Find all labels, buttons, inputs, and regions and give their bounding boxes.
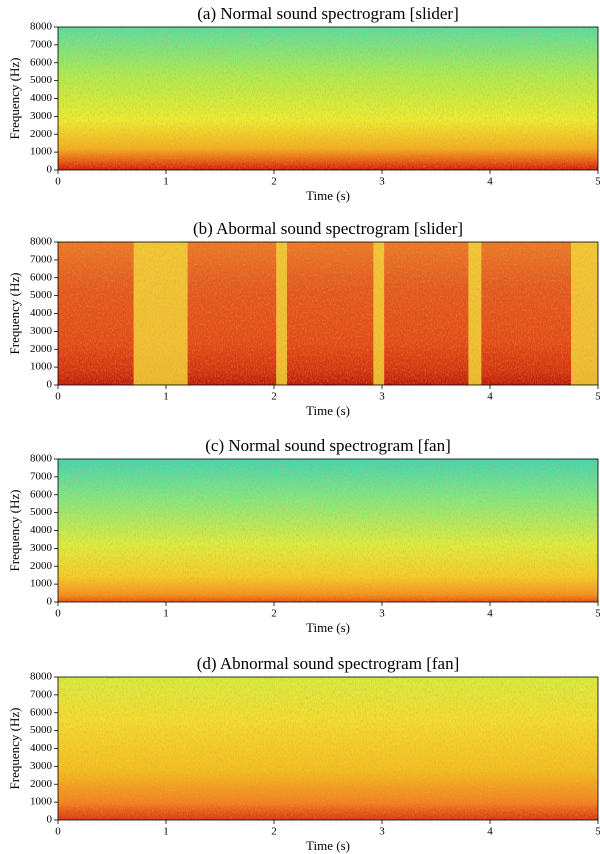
y-tick-label: 1000 bbox=[30, 146, 53, 158]
x-tick-label: 0 bbox=[55, 391, 61, 403]
y-tick-label: 2000 bbox=[30, 560, 53, 572]
x-axis-label: Time (s) bbox=[306, 188, 350, 203]
y-tick-label: 3000 bbox=[30, 760, 53, 772]
chart-title: (a) Normal sound spectrogram [slider] bbox=[197, 4, 459, 23]
x-tick-label: 5 bbox=[595, 391, 600, 403]
y-tick-label: 8000 bbox=[30, 453, 53, 465]
y-tick-label: 2000 bbox=[30, 778, 53, 790]
chart-title: (c) Normal sound spectrogram [fan] bbox=[205, 436, 450, 455]
x-axis-label: Time (s) bbox=[306, 403, 350, 418]
x-tick-label: 4 bbox=[487, 826, 493, 838]
y-tick-label: 1000 bbox=[30, 796, 53, 808]
y-tick-label: 4000 bbox=[30, 92, 53, 104]
y-tick-label: 0 bbox=[47, 379, 53, 391]
x-tick-label: 4 bbox=[487, 608, 493, 620]
spectrogram-noise bbox=[58, 459, 598, 602]
x-tick-label: 2 bbox=[271, 176, 277, 188]
x-tick-label: 0 bbox=[55, 608, 61, 620]
y-tick-label: 5000 bbox=[30, 724, 53, 736]
spectrogram-noise bbox=[58, 677, 598, 820]
x-tick-label: 3 bbox=[379, 826, 385, 838]
x-tick-label: 1 bbox=[163, 391, 169, 403]
x-axis-label: Time (s) bbox=[306, 620, 350, 635]
x-tick-label: 1 bbox=[163, 608, 169, 620]
x-tick-label: 1 bbox=[163, 826, 169, 838]
y-tick-label: 7000 bbox=[30, 688, 53, 700]
y-tick-label: 5000 bbox=[30, 289, 53, 301]
x-tick-label: 4 bbox=[487, 391, 493, 403]
y-tick-label: 6000 bbox=[30, 271, 53, 283]
y-tick-label: 1000 bbox=[30, 361, 53, 373]
y-tick-label: 7000 bbox=[30, 38, 53, 50]
x-tick-label: 1 bbox=[163, 176, 169, 188]
y-tick-label: 7000 bbox=[30, 253, 53, 265]
y-tick-label: 1000 bbox=[30, 578, 53, 590]
x-tick-label: 5 bbox=[595, 608, 600, 620]
y-tick-label: 3000 bbox=[30, 325, 53, 337]
x-axis-label: Time (s) bbox=[306, 838, 350, 853]
x-tick-label: 2 bbox=[271, 826, 277, 838]
x-tick-label: 5 bbox=[595, 826, 600, 838]
y-axis-label: Frequency (Hz) bbox=[7, 273, 22, 355]
y-tick-label: 0 bbox=[47, 596, 53, 608]
y-tick-label: 6000 bbox=[30, 488, 53, 500]
x-tick-label: 3 bbox=[379, 391, 385, 403]
y-tick-label: 0 bbox=[47, 814, 53, 826]
y-tick-label: 8000 bbox=[30, 21, 53, 33]
y-tick-label: 6000 bbox=[30, 56, 53, 68]
chart-title: (b) Abormal sound spectrogram [slider] bbox=[193, 219, 463, 238]
y-tick-label: 4000 bbox=[30, 307, 53, 319]
y-tick-label: 0 bbox=[47, 164, 53, 176]
x-tick-label: 2 bbox=[271, 391, 277, 403]
x-tick-label: 4 bbox=[487, 176, 493, 188]
x-tick-label: 0 bbox=[55, 176, 61, 188]
x-tick-label: 0 bbox=[55, 826, 61, 838]
y-tick-label: 4000 bbox=[30, 524, 53, 536]
y-tick-label: 3000 bbox=[30, 542, 53, 554]
y-tick-label: 8000 bbox=[30, 671, 53, 683]
y-tick-label: 7000 bbox=[30, 470, 53, 482]
x-tick-label: 2 bbox=[271, 608, 277, 620]
y-axis-label: Frequency (Hz) bbox=[7, 58, 22, 140]
y-axis-label: Frequency (Hz) bbox=[7, 490, 22, 572]
y-tick-label: 5000 bbox=[30, 506, 53, 518]
chart-title: (d) Abnormal sound spectrogram [fan] bbox=[197, 654, 459, 673]
spectrogram-noise bbox=[58, 242, 598, 385]
y-tick-label: 5000 bbox=[30, 74, 53, 86]
x-tick-label: 5 bbox=[595, 176, 600, 188]
y-tick-label: 2000 bbox=[30, 128, 53, 140]
spectrogram-noise bbox=[58, 27, 598, 170]
y-tick-label: 8000 bbox=[30, 236, 53, 248]
y-tick-label: 2000 bbox=[30, 343, 53, 355]
x-tick-label: 3 bbox=[379, 176, 385, 188]
x-tick-label: 3 bbox=[379, 608, 385, 620]
y-tick-label: 3000 bbox=[30, 110, 53, 122]
y-tick-label: 6000 bbox=[30, 706, 53, 718]
y-tick-label: 4000 bbox=[30, 742, 53, 754]
y-axis-label: Frequency (Hz) bbox=[7, 708, 22, 790]
